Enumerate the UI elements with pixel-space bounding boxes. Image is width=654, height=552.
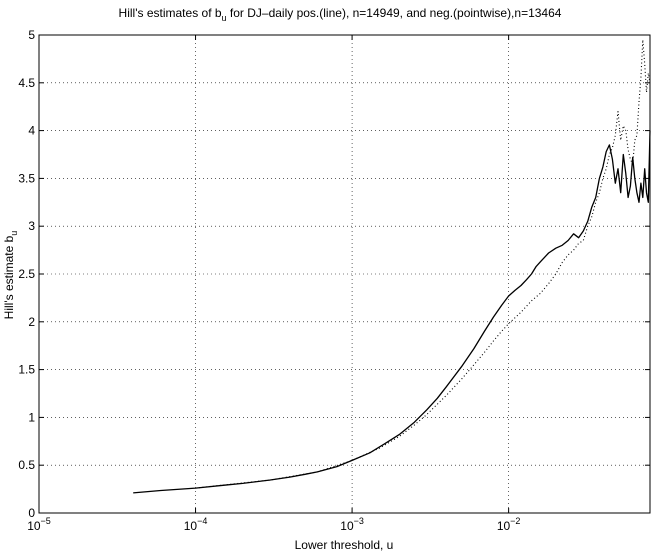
x-tick-label-base: 10 bbox=[184, 519, 198, 533]
y-tick-label: 1.5 bbox=[18, 363, 35, 377]
x-tick-label-base: 10 bbox=[27, 519, 41, 533]
chart-title-subscript: u bbox=[222, 13, 227, 23]
y-axis-label: Hill's estimate bu bbox=[2, 231, 19, 320]
y-tick-label: 4.5 bbox=[18, 76, 35, 90]
chart-title-rest: for DJ–daily pos.(line), n=14949, and ne… bbox=[227, 6, 562, 20]
x-tick-label-base: 10 bbox=[340, 519, 354, 533]
y-tick-label: 0 bbox=[28, 506, 35, 520]
x-tick-label: 10−2 bbox=[497, 516, 521, 533]
y-axis-label-subscript: u bbox=[9, 231, 19, 236]
plot-series-layer bbox=[133, 39, 651, 494]
y-tick-label: 3 bbox=[28, 219, 35, 233]
negative-returns-series bbox=[195, 39, 651, 489]
y-tick-label: 3.5 bbox=[18, 171, 35, 185]
y-tick-label: 2.5 bbox=[18, 267, 35, 281]
x-tick-label-exponent: −2 bbox=[510, 516, 520, 526]
axis-ticks: 10−5 10−4 10−3 10−200.511.522.533.544.55 bbox=[18, 28, 650, 533]
y-tick-label: 2 bbox=[28, 315, 35, 329]
x-tick-label-exponent: −3 bbox=[354, 516, 364, 526]
x-tick-label: 10−5 bbox=[27, 516, 51, 533]
x-tick-label: 10−4 bbox=[184, 516, 208, 533]
x-tick-label-exponent: −4 bbox=[197, 516, 207, 526]
x-axis-label: Lower threshold, u bbox=[295, 538, 394, 552]
positive-returns-series bbox=[133, 130, 651, 494]
y-tick-label: 0.5 bbox=[18, 458, 35, 472]
x-tick-label: 10−3 bbox=[340, 516, 364, 533]
chart-title: Hill's estimates of bu for DJ–daily pos.… bbox=[119, 6, 562, 23]
x-tick-label-base: 10 bbox=[497, 519, 511, 533]
y-tick-label: 4 bbox=[28, 124, 35, 138]
x-tick-label-exponent: −5 bbox=[41, 516, 51, 526]
y-tick-label: 5 bbox=[28, 28, 35, 42]
y-tick-label: 1 bbox=[28, 410, 35, 424]
